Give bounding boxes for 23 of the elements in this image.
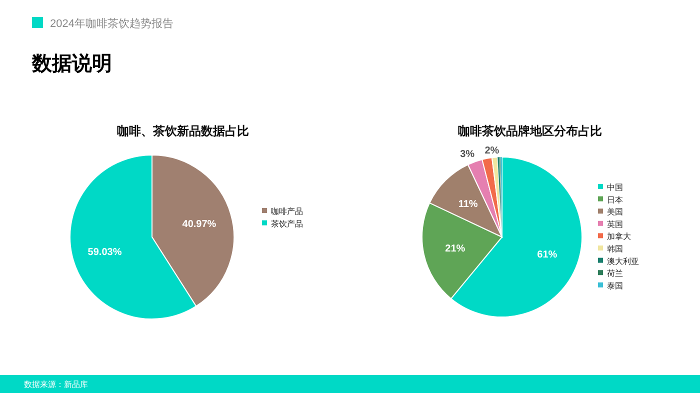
- text: 2024年咖啡茶饮趋势报告: [50, 17, 174, 30]
- data-label: 2%: [484, 146, 500, 157]
- source-note: 数据来源：新品库: [24, 380, 88, 389]
- legend-label: 茶饮产品: [271, 219, 303, 228]
- legend-label: 韩国: [607, 244, 623, 254]
- legend-label: 英国: [607, 220, 623, 229]
- legend-label: 泰国: [607, 281, 623, 290]
- text: 数据说明: [31, 53, 112, 75]
- data-label: 40.97%: [182, 219, 216, 230]
- legend-label: 荷兰: [607, 269, 623, 278]
- data-label: 61%: [537, 249, 558, 260]
- chart-title: 咖啡茶饮品牌地区分布占比: [458, 124, 602, 138]
- data-label: 59.03%: [88, 246, 122, 258]
- legend-label: 日本: [607, 195, 623, 204]
- chart-title: 咖啡、茶饮新品数据占比: [117, 124, 249, 138]
- legend-label: 中国: [607, 183, 623, 192]
- data-label: 3%: [460, 149, 475, 160]
- legend-label: 加拿大: [607, 232, 631, 242]
- legend-label: 咖啡产品: [271, 207, 303, 216]
- data-label: 11%: [458, 199, 478, 210]
- data-label: 21%: [445, 243, 466, 254]
- legend-label: 美国: [607, 208, 623, 217]
- legend-label: 澳大利亚: [607, 256, 639, 266]
